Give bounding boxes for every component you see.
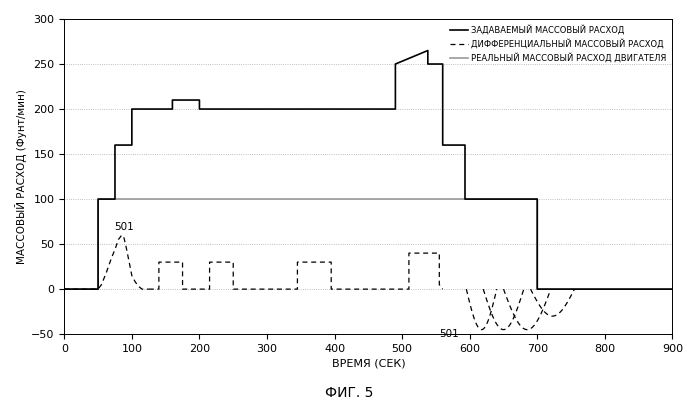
Text: 501: 501 (440, 329, 459, 339)
X-axis label: ВРЕМЯ (СЕК): ВРЕМЯ (СЕК) (332, 358, 405, 368)
Legend: ЗАДАВАЕМЫЙ МАССОВЫЙ РАСХОД, ДИФФЕРЕНЦИАЛЬНЫЙ МАССОВЫЙ РАСХОД, РЕАЛЬНЫЙ МАССОВЫЙ : ЗАДАВАЕМЫЙ МАССОВЫЙ РАСХОД, ДИФФЕРЕНЦИАЛ… (446, 22, 670, 66)
Y-axis label: МАССОВЫЙ РАСХОД (Фунт/мин): МАССОВЫЙ РАСХОД (Фунт/мин) (15, 89, 27, 264)
Text: ФИГ. 5: ФИГ. 5 (325, 386, 373, 399)
Text: 501: 501 (114, 221, 133, 231)
